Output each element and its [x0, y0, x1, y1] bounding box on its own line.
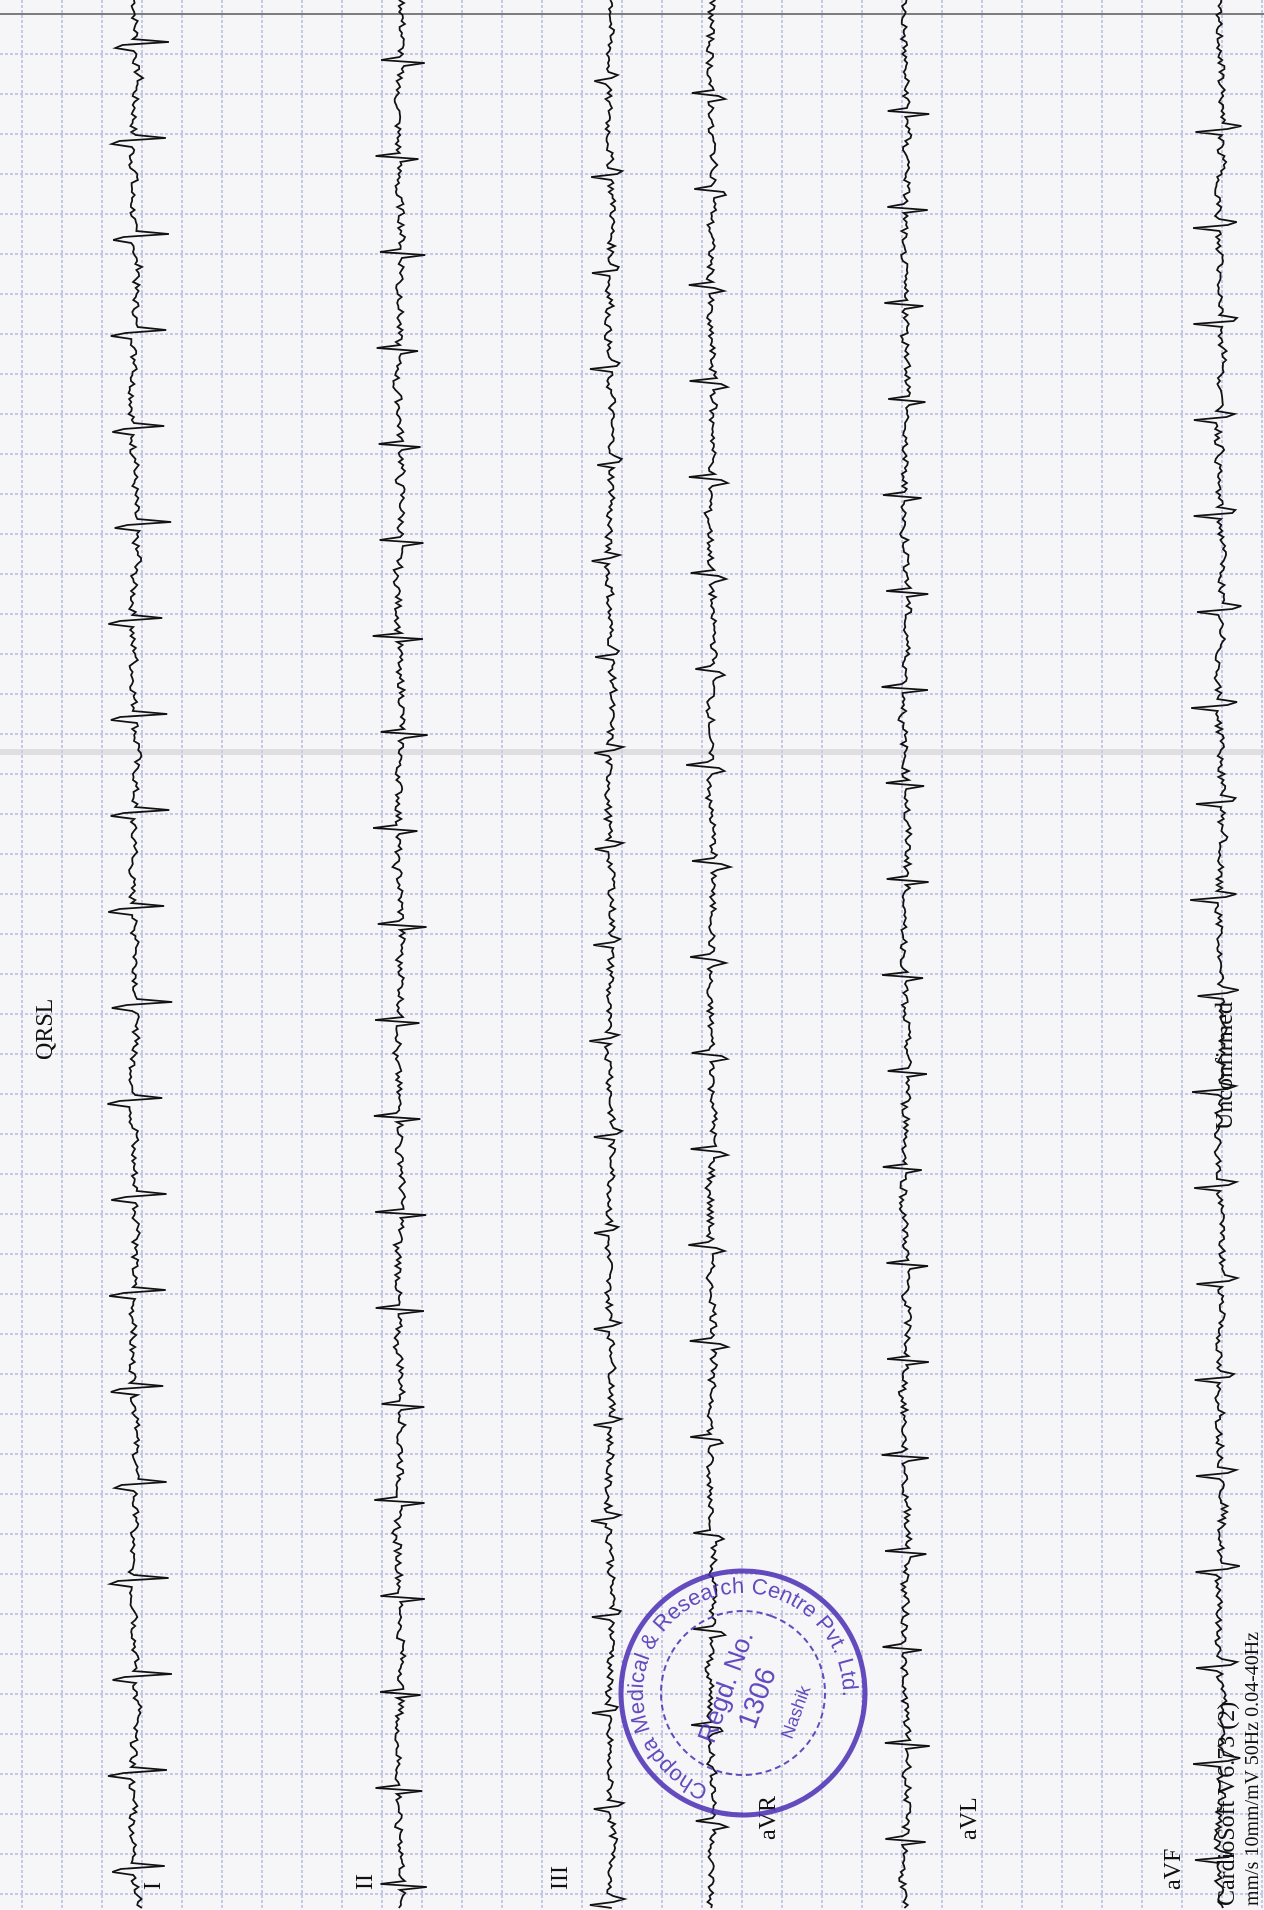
- lead-label: III: [547, 1866, 573, 1890]
- lead-label: aVR: [755, 1796, 781, 1840]
- lead-label: aVL: [956, 1797, 982, 1840]
- ecg-trace: [589, 0, 628, 1909]
- ecg-trace: [372, 0, 428, 1909]
- ecg-trace: [881, 0, 930, 1909]
- status: Unconfirmed: [1212, 1002, 1238, 1130]
- software: CardioSoft V6.73 (2): [1214, 1702, 1240, 1906]
- title: QRSL: [32, 999, 58, 1060]
- lead-label: I: [140, 1882, 166, 1890]
- lead-label: aVF: [1160, 1849, 1186, 1890]
- lead-label: II: [352, 1874, 378, 1890]
- ecg-trace: [1190, 0, 1242, 1909]
- ecg-trace: [106, 0, 173, 1909]
- stamp-ring: [618, 1568, 868, 1818]
- traces: [106, 0, 1242, 1909]
- settings: mm/s 10mm/mV 50Hz 0.04-40Hz: [1241, 1632, 1263, 1906]
- ecg-trace: [686, 0, 734, 1909]
- stamp-inner: [660, 1610, 826, 1776]
